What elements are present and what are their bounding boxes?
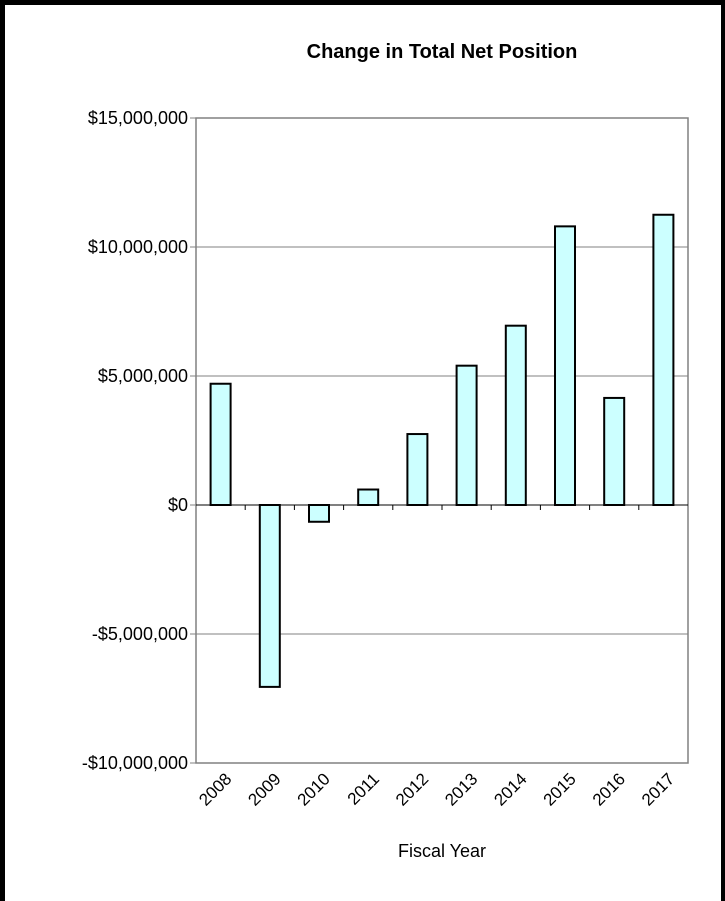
x-tick-label: 2013: [441, 769, 481, 809]
bars: [209, 213, 675, 688]
bar-2017: [652, 213, 675, 506]
y-tick-label: $5,000,000: [98, 366, 188, 386]
bar-2010: [308, 504, 330, 523]
x-tick-label: 2014: [490, 769, 530, 809]
y-tick-label: $15,000,000: [88, 108, 188, 128]
plot-area: [195, 117, 689, 764]
x-tick-label: 2010: [294, 769, 334, 809]
y-tick-label: $10,000,000: [88, 237, 188, 257]
x-tick-label: 2017: [638, 769, 678, 809]
y-tick-label: -$5,000,000: [92, 624, 188, 644]
chart-title: Change in Total Net Position: [306, 41, 578, 63]
bar-2015: [554, 225, 576, 507]
bar-2014: [504, 324, 527, 506]
y-tick-label: $0: [168, 495, 188, 515]
x-tick-label: 2016: [589, 769, 629, 809]
bar-2011: [357, 488, 380, 506]
x-axis-title: Fiscal Year: [398, 841, 486, 861]
bar-2013: [455, 364, 478, 506]
bar-2009: [258, 504, 281, 688]
bar-2012: [406, 433, 429, 506]
x-tick-label: 2012: [392, 769, 432, 809]
y-axis-ticks: $15,000,000 $10,000,000 $5,000,000 $0 -$5,00…: [82, 108, 196, 773]
x-tick-label: 2009: [244, 769, 284, 809]
bar-2016: [603, 396, 626, 506]
x-tick-label: 2011: [344, 769, 383, 808]
y-tick-label: -$10,000,000: [82, 753, 188, 773]
x-tick-label: 2008: [195, 769, 235, 809]
bar-2008: [209, 382, 232, 506]
x-tick-label: 2015: [540, 769, 580, 809]
